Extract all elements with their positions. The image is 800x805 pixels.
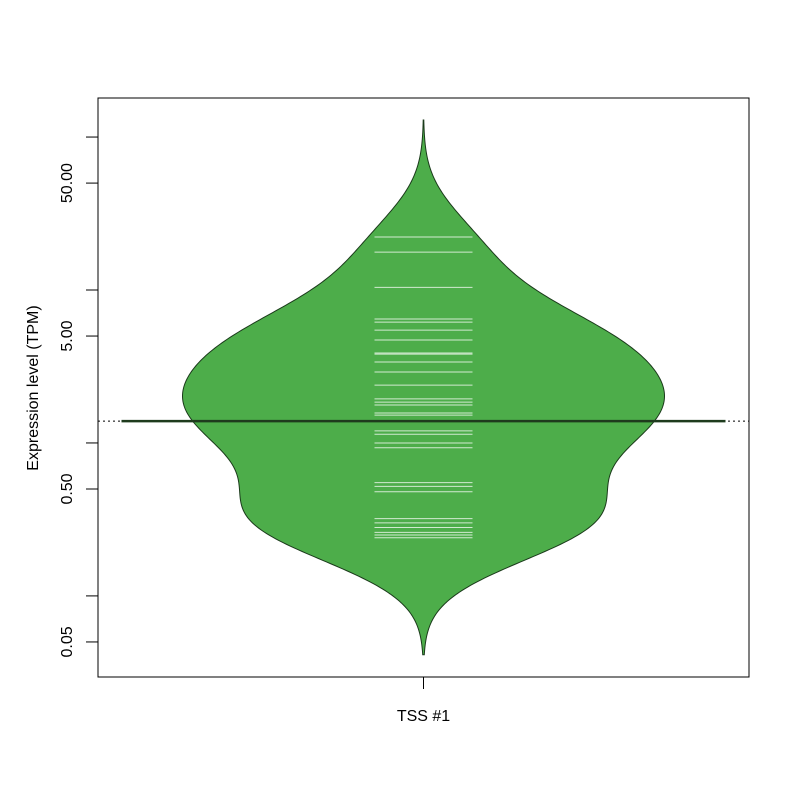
x-tick-label: TSS #1	[397, 708, 450, 725]
y-tick-label: 5.00	[59, 320, 76, 351]
y-tick-label: 0.50	[59, 473, 76, 504]
bean	[181, 119, 666, 656]
y-tick-label: 50.00	[59, 163, 76, 203]
y-tick-label: 0.05	[59, 626, 76, 657]
y-axis-label: Expression level (TPM)	[25, 305, 42, 470]
